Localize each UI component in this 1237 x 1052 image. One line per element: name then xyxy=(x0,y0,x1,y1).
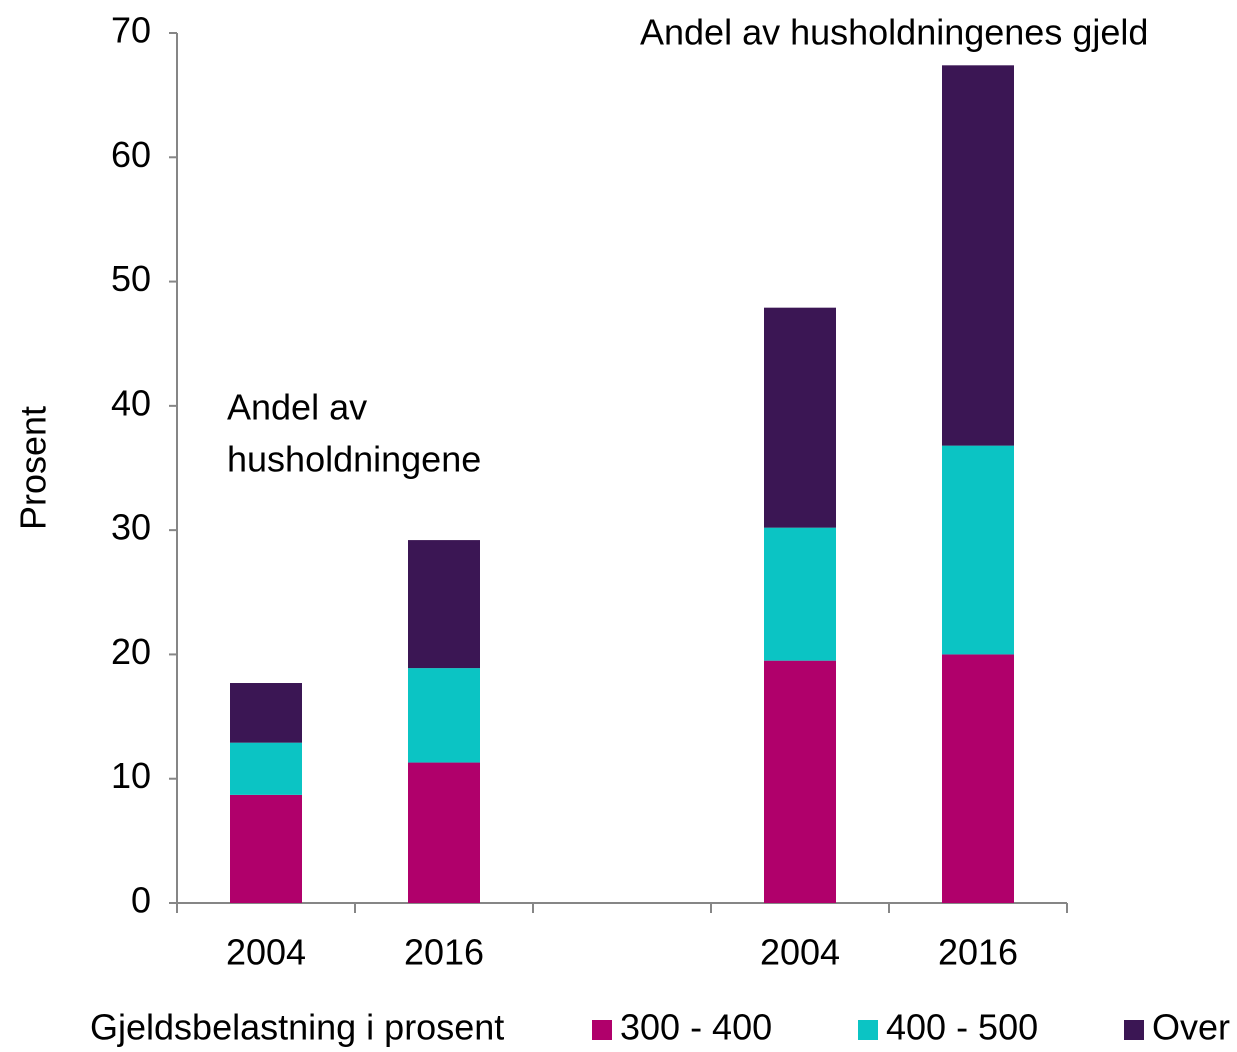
y-axis-label: Prosent xyxy=(13,406,54,530)
x-tick-label: 2016 xyxy=(938,932,1018,973)
annotation: Andel av xyxy=(227,387,367,428)
y-tick-label: 10 xyxy=(111,755,151,796)
bar-segment xyxy=(764,527,836,661)
annotation: husholdningene xyxy=(227,439,481,480)
bar-segment xyxy=(408,762,480,903)
bar-segment xyxy=(230,794,302,903)
y-tick-label: 50 xyxy=(111,258,151,299)
y-tick-label: 0 xyxy=(131,880,151,921)
y-tick-label: 40 xyxy=(111,382,151,423)
legend-swatch xyxy=(858,1020,878,1040)
y-tick-label: 20 xyxy=(111,631,151,672)
legend-swatch xyxy=(592,1020,612,1040)
bar-segment xyxy=(942,654,1014,903)
y-tick-label: 70 xyxy=(111,10,151,51)
y-tick-label: 60 xyxy=(111,134,151,175)
bar-segment xyxy=(230,742,302,795)
bar-segment xyxy=(764,307,836,528)
bar-segment xyxy=(230,683,302,743)
legend-swatch xyxy=(1124,1020,1144,1040)
bar-segment xyxy=(408,668,480,763)
legend-title: Gjeldsbelastning i prosent xyxy=(90,1007,504,1048)
bar-segment xyxy=(764,660,836,903)
y-tick-label: 30 xyxy=(111,507,151,548)
x-tick-label: 2004 xyxy=(226,932,306,973)
bar-segment xyxy=(942,65,1014,446)
legend-label: 300 - 400 xyxy=(620,1007,772,1048)
legend-label: 400 - 500 xyxy=(886,1007,1038,1048)
annotation: Andel av husholdningenes gjeld xyxy=(640,12,1148,53)
bar-segment xyxy=(942,445,1014,655)
legend-label: Over 500 xyxy=(1152,1007,1237,1048)
bar-segment xyxy=(408,540,480,669)
x-tick-label: 2016 xyxy=(404,932,484,973)
x-tick-label: 2004 xyxy=(760,932,840,973)
